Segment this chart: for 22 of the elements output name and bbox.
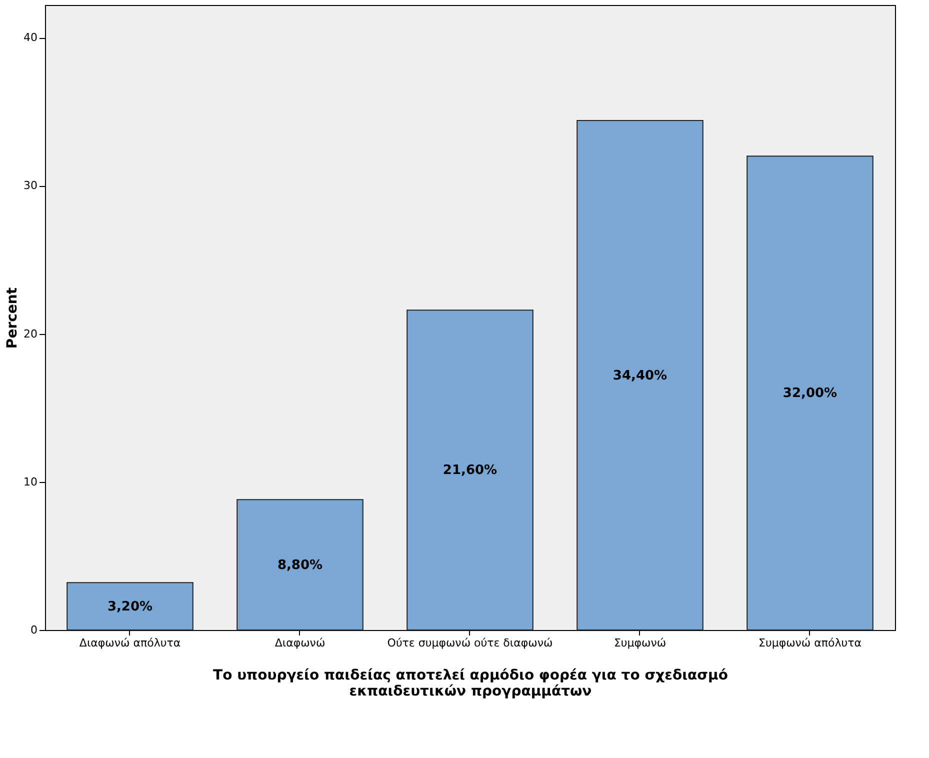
bar: [406, 310, 534, 630]
bar: [576, 120, 704, 630]
x-tick-label: Συμφωνώ: [614, 636, 666, 650]
x-tick-label: Διαφωνώ απόλυτα: [79, 636, 181, 650]
x-axis-title: Το υπουργείο παιδείας αποτελεί αρμόδιο φορέα για το σχεδιασμό εκπαιδευτικών προγραμμάτων: [213, 668, 728, 700]
x-tick-label: Διαφωνώ: [274, 636, 326, 650]
y-tick-label: 20: [24, 327, 38, 340]
data-label: 32,00%: [782, 386, 838, 402]
y-tick-label: 0: [30, 624, 38, 636]
data-label: 3,20%: [107, 599, 153, 614]
y-tick-label: 10: [24, 475, 38, 488]
bar: [66, 582, 194, 630]
data-label: 8,80%: [277, 558, 323, 573]
data-label: 21,60%: [442, 463, 498, 478]
y-axis-title: Percent: [4, 287, 21, 349]
bar: [746, 156, 874, 630]
data-label: 34,40%: [612, 368, 668, 384]
y-tick-label: 40: [24, 31, 38, 44]
x-tick-label: Συμφωνώ απόλυτα: [758, 636, 862, 650]
y-tick-label: 30: [24, 179, 38, 192]
x-tick-label: Ούτε συμφωνώ ούτε διαφωνώ: [387, 636, 553, 650]
bar: [236, 499, 364, 630]
